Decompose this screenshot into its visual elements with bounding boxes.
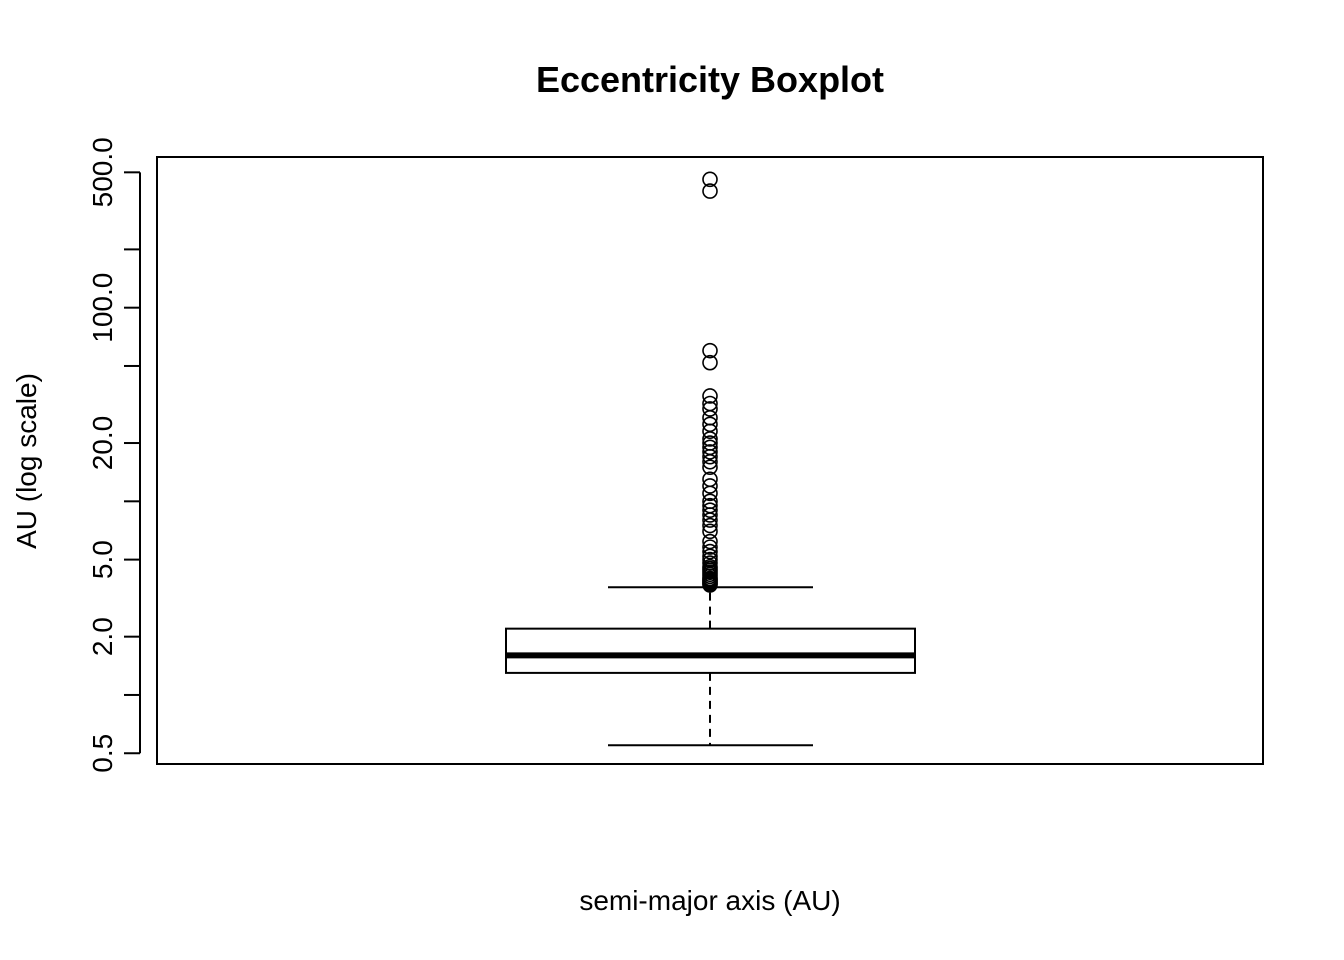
outlier-point (702, 354, 718, 371)
outliers (702, 171, 718, 593)
outlier-point (702, 401, 718, 417)
outlier-point (702, 517, 718, 534)
outlier-point (702, 471, 718, 488)
y-tick-label: 5.0 (87, 540, 118, 579)
chart-title: Eccentricity Boxplot (536, 59, 884, 100)
outlier-point (702, 539, 718, 555)
outlier-point (702, 493, 718, 510)
outlier-point (702, 416, 718, 433)
y-tick-label: 500.0 (87, 137, 118, 207)
outlier-point (702, 502, 718, 518)
x-axis-label: semi-major axis (AU) (579, 885, 840, 916)
outlier-point (702, 558, 718, 575)
outlier-point (702, 342, 718, 359)
outlier-point (702, 395, 718, 412)
y-tick-label: 100.0 (87, 273, 118, 343)
outlier-point (702, 444, 718, 460)
y-axis-label: AU (log scale) (11, 373, 42, 549)
outlier-point (702, 439, 718, 456)
iqr-box (505, 627, 916, 674)
outlier-point (702, 478, 718, 494)
y-axis: 0.5 2.0 5.0 20.0 100.0 500.0 (87, 137, 141, 773)
y-tick-label: 20.0 (87, 416, 118, 471)
y-tick-label: 0.5 (87, 734, 118, 773)
outlier-point (702, 497, 718, 514)
outlier-point (702, 459, 718, 476)
outlier-point (702, 523, 718, 540)
outlier-point (702, 388, 718, 404)
outlier-point (702, 435, 718, 451)
y-tick-label: 2.0 (87, 617, 118, 656)
plot-frame (156, 156, 1264, 765)
outlier-point (702, 533, 718, 550)
outlier-point (702, 183, 718, 199)
box-plot (505, 586, 916, 747)
outlier-point (702, 543, 718, 560)
outlier-point (702, 171, 718, 188)
